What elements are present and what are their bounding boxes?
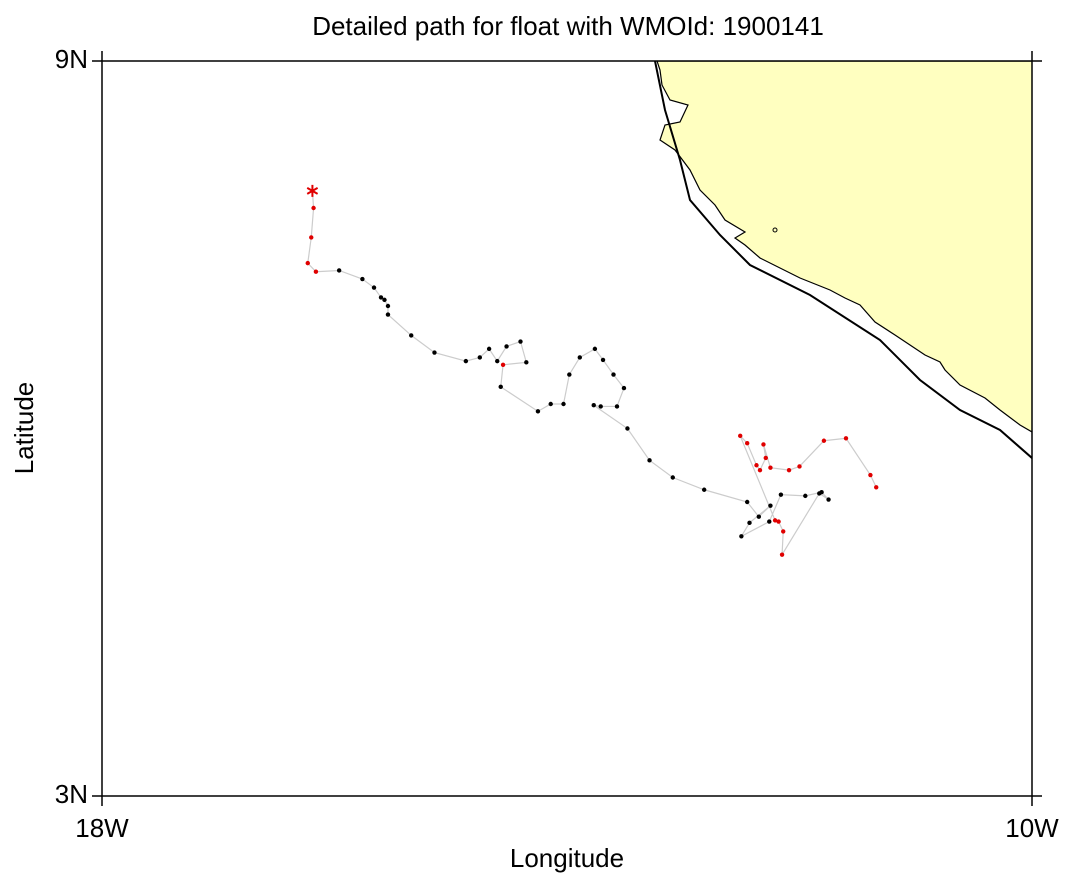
float-position — [535, 409, 541, 414]
float-position — [843, 436, 849, 441]
float-position — [647, 458, 652, 463]
coast-line — [654, 61, 1032, 460]
float-position — [548, 401, 553, 407]
float-position — [757, 467, 763, 473]
float-position — [874, 485, 879, 490]
float-position — [614, 404, 620, 409]
float-position — [621, 385, 627, 391]
float-position — [768, 503, 773, 508]
float-position — [432, 350, 437, 355]
x-tick-label: 10W — [1005, 813, 1059, 843]
float-position — [309, 235, 314, 240]
float-position — [378, 295, 384, 300]
chart-title: Detailed path for float with WMOId: 1900… — [312, 11, 824, 41]
float-position — [868, 472, 873, 478]
float-position — [336, 268, 342, 273]
float-position — [504, 344, 509, 349]
float-position — [311, 205, 316, 211]
float-position — [797, 464, 802, 469]
float-position — [826, 497, 831, 502]
float-position — [747, 520, 752, 526]
float-position — [756, 514, 762, 519]
y-axis-label: Latitude — [9, 382, 39, 475]
y-tick-label: 3N — [55, 779, 88, 809]
float-position — [739, 534, 744, 539]
float-position — [385, 312, 391, 317]
float-position — [767, 519, 772, 524]
float-position — [754, 463, 759, 468]
float-position — [409, 333, 414, 338]
float-position — [701, 487, 707, 492]
float-position — [611, 372, 616, 377]
float-position — [382, 297, 387, 303]
float-position — [385, 303, 391, 309]
float-position — [776, 519, 781, 524]
float-position — [744, 499, 750, 505]
float-position — [744, 441, 750, 446]
float-position — [778, 492, 784, 497]
land — [656, 61, 1032, 433]
float-position — [567, 372, 572, 377]
float-position — [591, 403, 596, 408]
coast — [654, 61, 1032, 460]
y-tick-label: 9N — [55, 44, 88, 74]
float-position — [821, 438, 827, 443]
float-position — [305, 260, 310, 266]
float-position — [738, 433, 743, 439]
float-position — [781, 529, 786, 534]
float-position — [779, 552, 785, 557]
x-axis-label: Longitude — [510, 843, 624, 873]
start-marker — [306, 184, 319, 197]
float-position — [463, 358, 469, 364]
float-position — [477, 355, 483, 360]
float-position — [500, 362, 506, 367]
float-position — [495, 358, 500, 364]
float-position — [577, 355, 582, 360]
float-position — [763, 455, 768, 461]
float-position — [761, 442, 766, 447]
float-position — [786, 467, 792, 473]
float-position — [498, 384, 503, 390]
float-position — [313, 269, 319, 274]
float-position — [486, 346, 492, 352]
float-position — [524, 360, 529, 365]
float-position — [817, 491, 822, 496]
float-position — [598, 404, 603, 409]
float-position — [670, 475, 675, 480]
float-position — [561, 401, 566, 407]
x-tick-label: 18W — [75, 813, 129, 843]
float-position — [592, 346, 598, 352]
islet — [772, 227, 778, 233]
float-position — [371, 285, 377, 290]
frame — [101, 60, 1033, 797]
float-position — [768, 465, 773, 470]
float-position — [518, 339, 523, 344]
float-position — [360, 276, 365, 282]
float-position — [772, 518, 778, 523]
float-position — [803, 493, 808, 499]
float-position — [625, 426, 630, 431]
float-position — [600, 357, 606, 363]
